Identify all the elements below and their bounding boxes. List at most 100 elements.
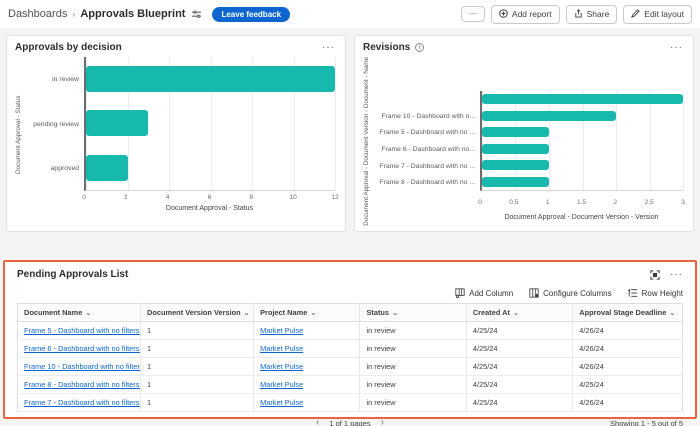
add-column-icon: [455, 288, 465, 298]
project-name-link[interactable]: Market Pulse: [260, 326, 304, 335]
column-header-document-version-version[interactable]: Document Version Version ⌄: [140, 303, 255, 322]
share-button[interactable]: Share: [565, 4, 618, 24]
page-title: Approvals Blueprint: [80, 8, 186, 20]
configure-columns-label: Configure Columns: [543, 288, 612, 298]
x-tick-label: 4: [165, 194, 170, 201]
document-name-link[interactable]: Frame 6 - Dashboard with no filters...: [24, 344, 141, 353]
x-axis-label: Document Approval - Status: [165, 205, 254, 212]
fullscreen-icon[interactable]: [650, 269, 660, 280]
column-header-created-at[interactable]: Created At ⌄: [466, 303, 574, 322]
column-header-status[interactable]: Status ⌄: [359, 303, 467, 322]
x-axis-label: Document Approval - Document Version - V…: [504, 214, 659, 222]
x-tick-label: 12: [331, 194, 339, 201]
configure-columns-icon: [529, 288, 539, 298]
bar-pending review: [86, 110, 149, 137]
add-column-button[interactable]: Add Column: [455, 288, 513, 298]
table-row: Frame 6 - Dashboard with no filters... 1 M…: [17, 339, 683, 358]
version-value: 1: [147, 344, 152, 353]
table-toolbar: Add Column Configure Columns Row Height: [17, 288, 683, 298]
project-name-link[interactable]: Market Pulse: [260, 344, 304, 353]
header-more-button[interactable]: ···: [460, 6, 485, 22]
bar-chart-revisions: Frame 10 - Dashboard with n... Frame 5 - …: [374, 57, 685, 226]
row-count-summary: Showing 1 - 5 out of 5: [610, 418, 683, 426]
status-value: in review: [366, 362, 396, 371]
version-value: 1: [147, 398, 152, 407]
version-value: 1: [147, 326, 152, 335]
table-row: Frame 7 - Dashboard with no filters ... 1…: [17, 393, 683, 412]
x-tick-label: 2.5: [644, 198, 654, 206]
bar-approved: [86, 154, 128, 181]
pencil-icon: [631, 8, 641, 20]
bar-Frame 8 - Dashboard with no ...: [482, 176, 549, 187]
bar-Frame 6 - Dashboard with no...: [482, 143, 549, 154]
project-name-link[interactable]: Market Pulse: [260, 380, 304, 389]
gridline: [649, 91, 651, 190]
dashboard-content: Approvals by decision ··· Document Appro…: [0, 28, 700, 426]
project-name-link[interactable]: Market Pulse: [260, 362, 304, 371]
chart-category-label: pending review: [33, 120, 79, 128]
panel-more-icon[interactable]: ···: [670, 268, 683, 280]
x-tick-label: 0.5: [509, 198, 519, 206]
document-name-link[interactable]: Frame 8 - Dashboard with no filters...: [24, 380, 141, 389]
x-tick-label: 0: [478, 198, 482, 206]
sort-chevron-icon: ⌄: [243, 310, 250, 317]
chart-category-label: Frame 5 - Dashboard with no ...: [379, 129, 475, 137]
column-header-project-name[interactable]: Project Name ⌄: [253, 303, 361, 322]
row-height-button[interactable]: Row Height: [627, 288, 683, 298]
column-header-approval-stage-deadline[interactable]: Approval Stage Deadline ⌄: [572, 303, 683, 322]
breadcrumb-separator-icon: ›: [72, 9, 76, 19]
chart-category-label: Frame 10 - Dashboard with n...: [381, 112, 475, 120]
bar-row-0: [482, 94, 683, 105]
sort-chevron-icon: ⌄: [392, 310, 398, 317]
chart-category-label: Frame 8 - Dashboard with no ...: [379, 179, 475, 187]
gridline: [293, 57, 295, 190]
info-icon[interactable]: i: [415, 43, 425, 52]
y-axis-label: Document Approval - Status: [15, 95, 22, 174]
version-value: 1: [147, 362, 152, 371]
configure-columns-button[interactable]: Configure Columns: [529, 288, 612, 298]
x-tick-label: 1.5: [576, 198, 587, 206]
x-tick-label: 6: [207, 194, 212, 201]
prev-page-icon[interactable]: ‹: [316, 417, 320, 426]
sort-chevron-icon: ⌄: [512, 310, 519, 317]
gridline: [515, 91, 517, 190]
status-value: in review: [366, 380, 396, 389]
document-name-link[interactable]: Frame 10 - Dashboard with no filter...: [24, 362, 141, 371]
pagination: ‹ 1 of 1 pages ›: [316, 418, 384, 426]
created-at-value: 4/25/24: [472, 380, 498, 389]
deadline-value: 4/26/24: [579, 362, 604, 371]
gridline: [169, 57, 170, 190]
next-page-icon[interactable]: ›: [380, 417, 384, 426]
document-name-link[interactable]: Frame 5 - Dashboard with no filters...: [24, 326, 141, 335]
x-tick-label: 2: [613, 198, 618, 206]
column-header-document-name[interactable]: Document Name ⌄: [17, 303, 142, 322]
panel-title: Pending Approvals List: [17, 269, 129, 280]
gridline: [615, 91, 617, 190]
gridline: [335, 57, 336, 190]
x-tick-label: 8: [249, 194, 254, 201]
table-row: Frame 10 - Dashboard with no filter... 1 M…: [17, 357, 683, 376]
deadline-value: 4/26/24: [579, 344, 604, 353]
created-at-value: 4/25/24: [472, 398, 498, 407]
table-row: Frame 8 - Dashboard with no filters... 1 M…: [17, 375, 683, 394]
x-tick-label: 10: [289, 194, 297, 201]
pending-approvals-panel: Pending Approvals List ··· Add Column Co…: [3, 260, 697, 426]
edit-layout-button[interactable]: Edit layout: [623, 4, 692, 24]
dashboard-options-icon[interactable]: [191, 9, 202, 20]
app-header: Dashboards › Approvals Blueprint Leave f…: [0, 0, 700, 28]
status-value: in review: [366, 344, 396, 353]
chart-more-icon[interactable]: ···: [322, 41, 335, 53]
more-icon: ···: [468, 9, 477, 18]
add-report-button[interactable]: Add report: [490, 4, 560, 24]
document-name-link[interactable]: Frame 7 - Dashboard with no filters ...: [24, 398, 141, 407]
bar-Frame 7 - Dashboard with no ...: [482, 160, 549, 171]
chart-more-icon[interactable]: ···: [670, 41, 683, 53]
leave-feedback-button[interactable]: Leave feedback: [212, 6, 291, 22]
chart-category-label: Frame 6 - Dashboard with no...: [381, 145, 475, 153]
row-height-icon: [627, 288, 637, 297]
breadcrumb-dashboards[interactable]: Dashboards: [8, 8, 68, 20]
gridline: [582, 91, 584, 190]
project-name-link[interactable]: Market Pulse: [260, 398, 304, 407]
sort-chevron-icon: ⌄: [669, 310, 676, 317]
x-tick-label: 1: [545, 198, 550, 206]
